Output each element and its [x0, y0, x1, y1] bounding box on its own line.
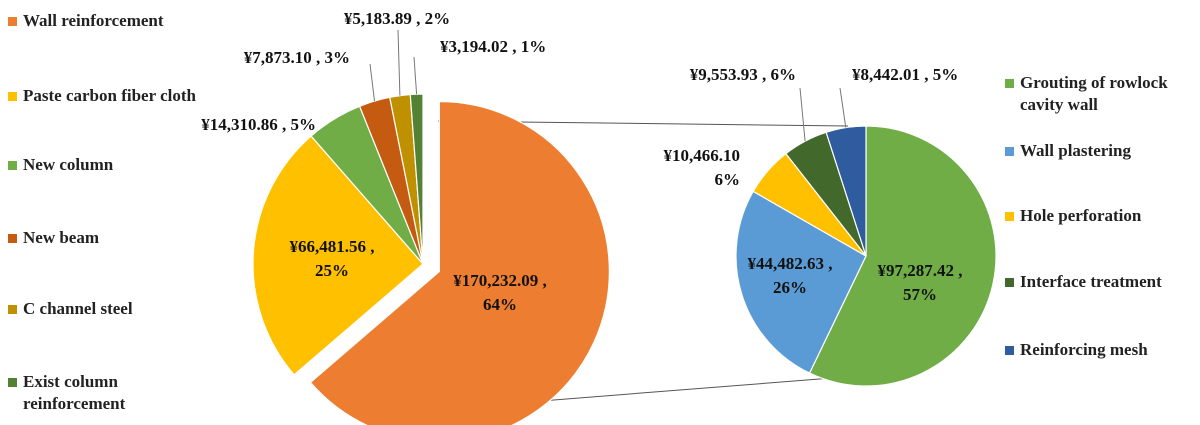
legend-label: Grouting of rowlock cavity wall	[1020, 73, 1168, 114]
right-data-label-grouting-of-rowlock-cavity-wall-line: 57%	[903, 285, 937, 304]
left-pie-slice-wall-reinforcement	[309, 100, 610, 425]
right-data-label-hole-perforation: ¥10,466.10 6%	[664, 146, 741, 189]
legend-swatch	[1005, 212, 1014, 221]
right-pie-slice-grouting-of-rowlock-cavity-wall	[808, 125, 997, 387]
legend-label: Wall reinforcement	[23, 11, 164, 30]
left-data-label-new-column-line: ¥14,310.86 , 5%	[201, 115, 316, 134]
left-leader-line-exist-column-reinforcement	[413, 56, 418, 95]
left-data-label-new-column: ¥14,310.86 , 5%	[201, 115, 316, 134]
left-leader-line-c-channel-steel	[397, 29, 401, 96]
right-legend: Grouting of rowlock cavity wall Wall plas…	[1005, 0, 1200, 425]
right-data-label-reinforcing-mesh: ¥8,442.01 , 5%	[852, 65, 958, 84]
left-pie-slice-exist-column-reinforcement	[409, 93, 424, 265]
right-legend-item-grouting-of-rowlock-cavity-wall: Grouting of rowlock cavity wall	[1005, 72, 1195, 116]
legend-label: Exist column reinforcement	[23, 372, 126, 413]
right-data-label-wall-plastering-line: ¥44,482.63 ,	[748, 254, 833, 273]
left-data-label-exist-column-reinforcement-line: ¥3,194.02 , 1%	[440, 37, 546, 56]
right-data-label-interface-treatment-line: ¥9,553.93 , 6%	[690, 65, 796, 84]
right-data-label-wall-plastering: ¥44,482.63 , 26%	[748, 254, 833, 297]
right-data-label-hole-perforation-line: ¥10,466.10	[664, 146, 741, 165]
right-leader-line-interface-treatment	[799, 87, 806, 142]
legend-label: Paste carbon fiber cloth	[23, 86, 196, 105]
left-legend-item-exist-column-reinforcement: Exist column reinforcement	[8, 371, 198, 415]
right-data-label-reinforcing-mesh-line: ¥8,442.01 , 5%	[852, 65, 958, 84]
legend-swatch	[8, 17, 17, 26]
legend-label: Wall plastering	[1020, 141, 1131, 160]
legend-swatch	[8, 305, 17, 314]
legend-swatch	[8, 161, 17, 170]
legend-label: C channel steel	[23, 299, 133, 318]
right-pie-slice-reinforcing-mesh	[825, 125, 867, 257]
left-leader-line-new-beam	[369, 63, 375, 102]
legend-swatch	[8, 92, 17, 101]
left-data-label-paste-carbon-fiber-cloth-line: 25%	[315, 261, 349, 280]
right-legend-item-wall-plastering: Wall plastering	[1005, 140, 1195, 162]
left-legend-item-paste-carbon-fiber-cloth: Paste carbon fiber cloth	[8, 85, 198, 107]
right-legend-item-interface-treatment: Interface treatment	[1005, 271, 1195, 293]
right-leader-line-reinforcing-mesh	[839, 87, 847, 128]
legend-swatch	[8, 234, 17, 243]
left-pie-slice-paste-carbon-fiber-cloth	[252, 135, 424, 376]
right-data-label-wall-plastering-line: 26%	[773, 278, 807, 297]
legend-label: Interface treatment	[1020, 272, 1162, 291]
left-data-label-paste-carbon-fiber-cloth: ¥66,481.56 , 25%	[290, 237, 375, 280]
right-data-label-grouting-of-rowlock-cavity-wall-line: ¥97,287.42 ,	[878, 261, 963, 280]
left-data-label-paste-carbon-fiber-cloth-line: ¥66,481.56 ,	[290, 237, 375, 256]
right-data-label-grouting-of-rowlock-cavity-wall: ¥97,287.42 , 57%	[878, 261, 963, 304]
left-data-label-wall-reinforcement-line: 64%	[483, 295, 517, 314]
right-data-label-hole-perforation-line: 6%	[715, 170, 741, 189]
legend-swatch	[1005, 278, 1014, 287]
left-legend-item-new-column: New column	[8, 154, 198, 176]
legend-label: New beam	[23, 228, 100, 247]
left-legend-item-wall-reinforcement: Wall reinforcement	[8, 10, 198, 32]
right-pie-slice-wall-plastering	[735, 190, 867, 374]
left-data-label-wall-reinforcement-line: ¥170,232.09 ,	[453, 271, 547, 290]
left-data-label-exist-column-reinforcement: ¥3,194.02 , 1%	[440, 37, 546, 56]
right-legend-item-hole-perforation: Hole perforation	[1005, 205, 1195, 227]
left-legend-item-new-beam: New beam	[8, 227, 198, 249]
left-data-label-new-beam: ¥7,873.10 , 3%	[244, 48, 350, 67]
left-data-label-new-beam-line: ¥7,873.10 , 3%	[244, 48, 350, 67]
left-data-label-c-channel-steel-line: ¥5,183.89 , 2%	[344, 9, 450, 28]
legend-swatch	[8, 378, 17, 387]
legend-label: New column	[23, 155, 114, 174]
legend-label: Hole perforation	[1020, 206, 1142, 225]
legend-swatch	[1005, 147, 1014, 156]
legend-label: Reinforcing mesh	[1020, 340, 1148, 359]
right-data-label-interface-treatment: ¥9,553.93 , 6%	[690, 65, 796, 84]
left-legend-item-c-channel-steel: C channel steel	[8, 298, 198, 320]
legend-swatch	[1005, 346, 1014, 355]
left-data-label-wall-reinforcement: ¥170,232.09 , 64%	[453, 271, 547, 314]
left-data-label-c-channel-steel: ¥5,183.89 , 2%	[344, 9, 450, 28]
legend-swatch	[1005, 79, 1014, 88]
right-legend-item-reinforcing-mesh: Reinforcing mesh	[1005, 339, 1195, 361]
left-legend: Wall reinforcement Paste carbon fiber clo…	[8, 0, 208, 425]
